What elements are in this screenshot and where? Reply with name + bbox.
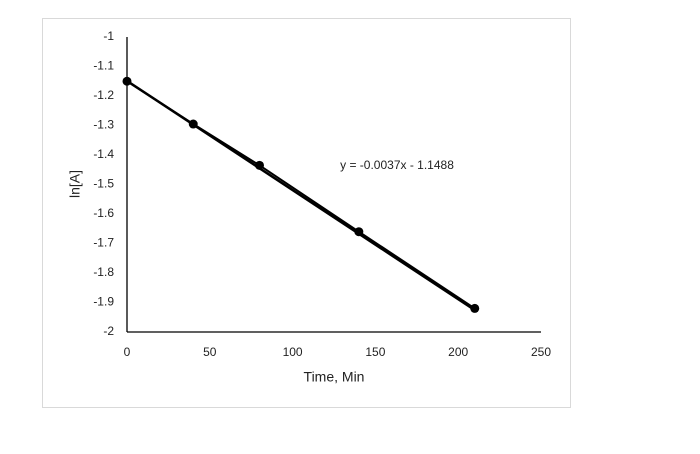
x-tick-label: 250	[531, 345, 551, 359]
x-tick-label: 150	[365, 345, 385, 359]
trendline-label: y = -0.0037x - 1.1488	[340, 158, 454, 172]
y-tick-label: -1.8	[93, 265, 114, 279]
data-point	[470, 303, 480, 313]
chart-frame	[42, 18, 571, 408]
y-tick-label: -1.9	[93, 295, 114, 309]
y-tick-label: -1	[103, 29, 114, 43]
y-tick-label: -1.3	[93, 118, 114, 132]
x-tick-label: 50	[203, 345, 217, 359]
data-point	[254, 160, 264, 170]
y-tick-label: -1.6	[93, 206, 114, 220]
y-axis-title: ln[A]	[67, 170, 83, 198]
x-tick-label: 0	[124, 345, 131, 359]
y-tick-label: -2	[103, 324, 114, 338]
y-tick-label: -1.7	[93, 236, 114, 250]
data-point	[354, 227, 364, 237]
y-tick-label: -1.4	[93, 147, 114, 161]
x-tick-label: 200	[448, 345, 468, 359]
data-point	[122, 76, 132, 86]
y-tick-label: -1.1	[93, 59, 114, 73]
x-tick-label: 100	[283, 345, 303, 359]
y-tick-label: -1.2	[93, 88, 114, 102]
y-tick-label: -1.5	[93, 177, 114, 191]
x-axis-title: Time, Min	[304, 369, 365, 385]
data-point	[188, 119, 198, 129]
